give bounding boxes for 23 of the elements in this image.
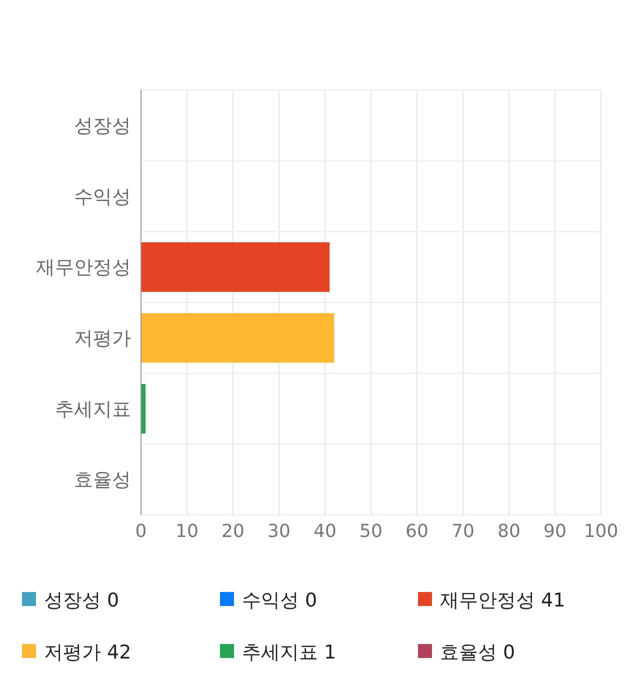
legend-label: 추세지표 1 [242,642,336,664]
x-tick-label: 10 [176,521,198,542]
y-tick-label: 효율성 [74,469,131,492]
legend-label: 성장성 0 [44,590,120,612]
y-tick-label: 추세지표 [55,398,131,420]
x-tick-label: 50 [360,521,382,542]
x-tick-label: 20 [222,521,244,542]
x-tick-label: 80 [498,521,520,542]
x-tick-label: 30 [268,521,290,542]
legend-label: 효율성 0 [440,642,516,664]
legend-label: 재무안정성 41 [440,590,566,612]
x-tick-label: 40 [314,521,336,542]
y-tick-label: 수익성 [74,186,131,208]
x-tick-label: 60 [406,521,428,542]
legend-label: 수익성 0 [242,590,318,612]
y-tick-label: 재무안정성 [36,256,131,279]
x-tick-label: 0 [135,521,147,542]
y-tick-label: 저평가 [74,328,131,350]
x-tick-label: 70 [452,521,474,542]
legend-label: 저평가 42 [44,642,132,664]
x-tick-label: 100 [584,521,618,542]
x-tick-label: 90 [544,521,566,542]
y-tick-label: 성장성 [74,115,131,138]
